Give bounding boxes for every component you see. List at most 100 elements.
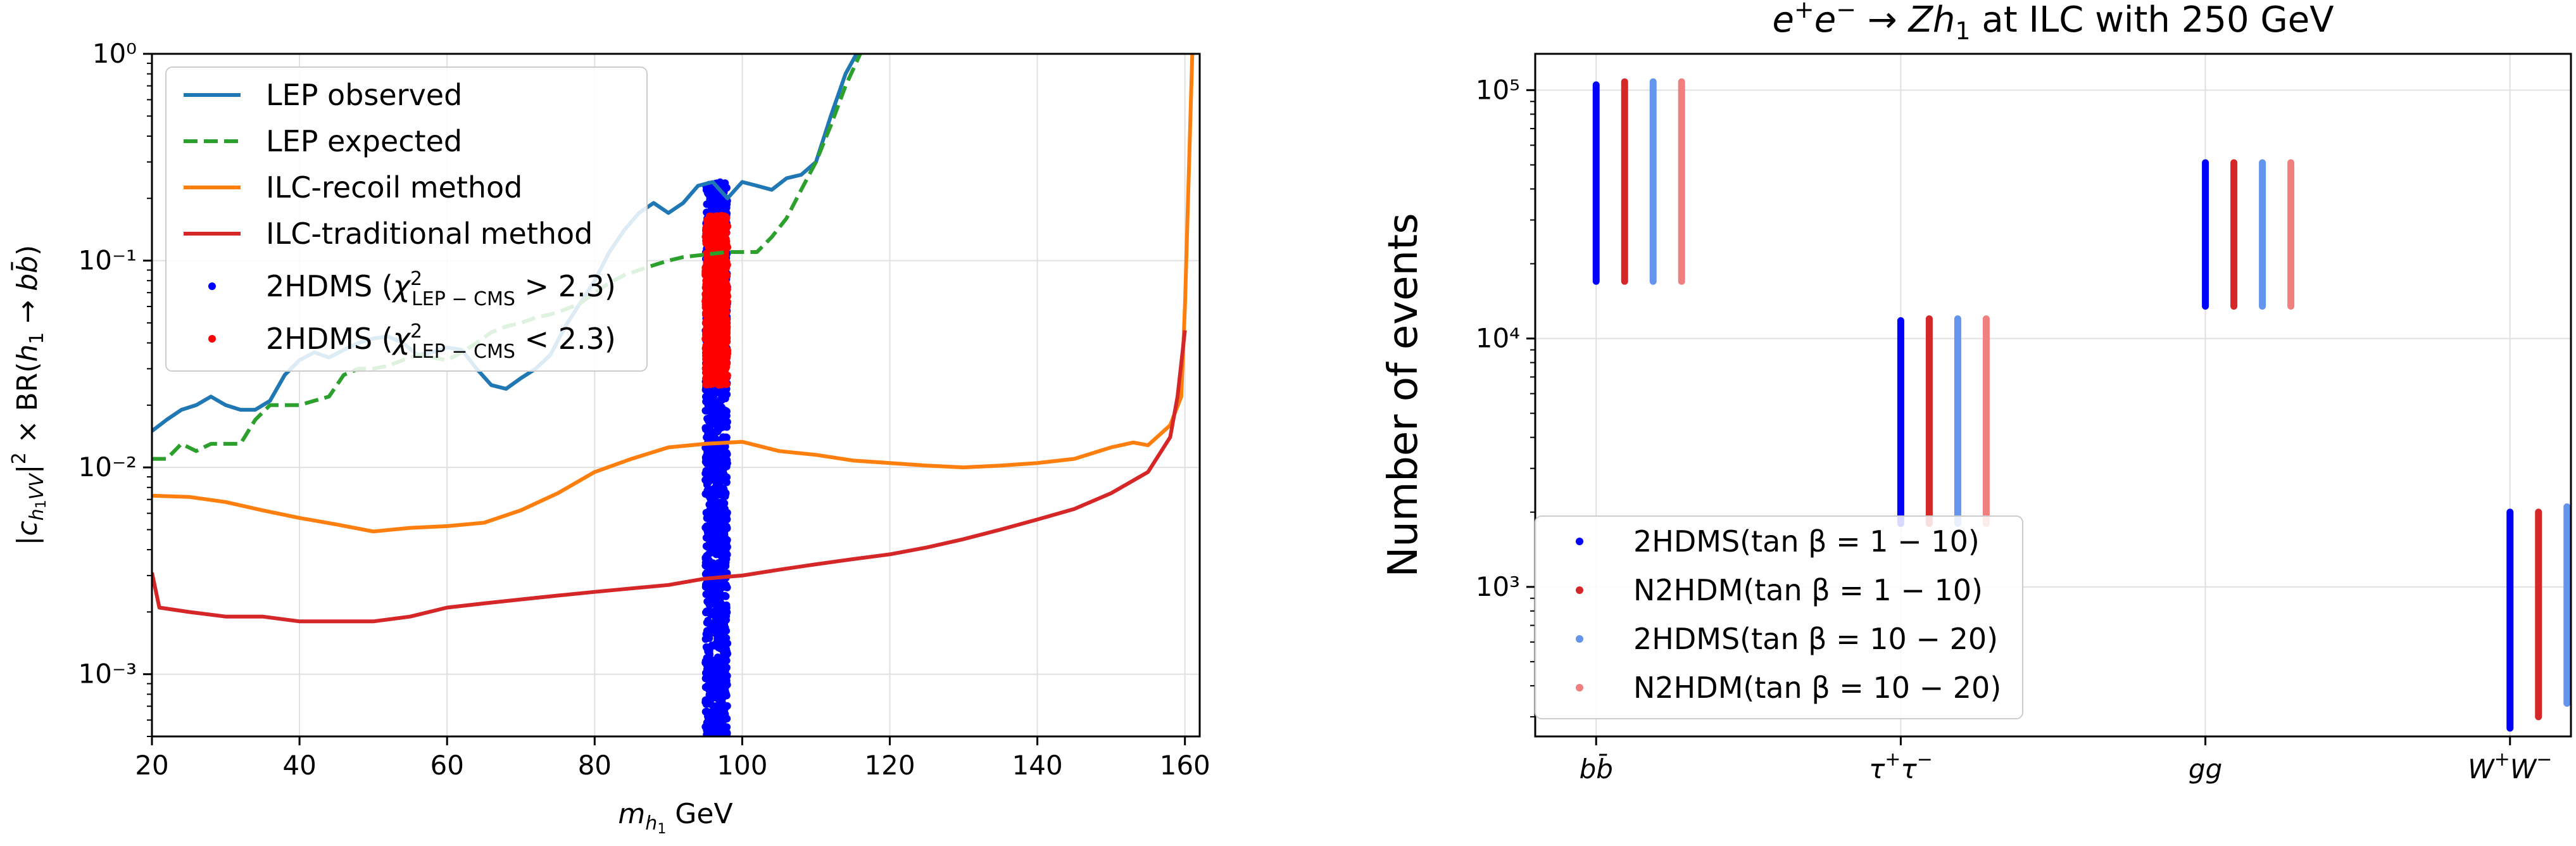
scatter-point [703,317,711,325]
scatter-point [714,363,722,371]
scatter-point [708,716,717,724]
scatter-point [703,644,711,652]
scatter-point [723,702,731,710]
scatter-point [719,660,727,668]
scatter-point [701,581,710,589]
scatter-point [713,308,721,316]
scatter-point [713,457,721,465]
scatter-point [707,620,715,628]
scatter-point [719,370,727,378]
scatter-point [713,592,721,600]
scatter-point [720,499,729,507]
right-chart-title: e+e− → Zh1 at ILC with 250 GeV [1772,0,2334,45]
right-marks-layer [1592,78,2571,732]
left-line-ilc-recoil-method [152,54,1195,534]
scatter-point [701,490,710,498]
legend-item-ilc-traditional: ILC-traditional method [184,217,593,251]
scatter-point [722,318,731,325]
right-y-ticks: 10³ 10⁴ 10⁵ [1476,74,1535,717]
scatter-point [713,628,721,636]
left-x-tick-label-120: 120 [864,750,915,781]
scatter-point [724,650,732,658]
scatter-point [708,285,716,293]
legend-label-n2hdm-high-tanb: N2HDM(tan β = 10 − 20) [1633,671,2001,705]
scatter-point [715,224,724,232]
legend-label-n2hdm-low-tanb: N2HDM(tan β = 1 − 10) [1633,573,1983,607]
scatter-point [709,489,717,497]
left-y-ticks: 10⁻³ 10⁻² 10⁻¹ 10⁰ [79,38,152,737]
scatter-point [707,426,715,434]
scatter-point [713,424,722,432]
scatter-point [713,238,722,246]
right-series-n2hdm-tan-10-20 [1678,78,2295,527]
scatter-point [702,590,710,598]
scatter-point [722,673,731,681]
scatter-point [719,410,727,418]
legend-label-lep-observed: LEP observed [266,78,462,112]
scatter-point [716,516,724,524]
scatter-point [720,361,729,369]
legend-item-lep-observed: LEP observed [184,78,462,112]
scatter-point [716,531,724,539]
scatter-point [723,284,731,293]
right-x-tick-label-0: bb̄ [1580,752,1613,785]
scatter-point [702,227,710,236]
scatter-point [703,695,712,704]
right-y-axis-label: Number of events [1380,213,1427,577]
scatter-point [722,380,731,388]
scatter-point [723,723,731,731]
scatter-point [710,398,718,406]
scatter-point [701,458,710,466]
scatter-point [722,616,730,624]
scatter-point [703,293,712,301]
scatter-point [703,661,711,669]
right-series-2hdms-tan-10-20 [1649,78,2571,707]
scatter-point [708,376,715,384]
scatter-point [709,314,717,322]
left-y-axis-label: |ch1VV|2 × BR(h1 → bb̄) [8,245,49,546]
scatter-point [720,505,729,513]
left-x-tick-label-20: 20 [135,750,168,781]
legend-item-lep-expected: LEP expected [184,124,462,158]
legend-label-ilc-recoil: ILC-recoil method [266,170,522,205]
scatter-point [702,302,710,310]
left-x-tick-label-140: 140 [1012,750,1063,781]
right-y-tick-label-1: 10⁴ [1476,323,1520,354]
left-y-tick-label-3: 10⁰ [92,38,137,69]
left-x-tick-label-40: 40 [282,750,316,781]
scatter-point [722,336,730,343]
scatter-point [716,295,724,303]
left-x-ticks: 20 40 60 80 100 120 140 160 [135,736,1210,781]
left-y-tick-label-0: 10⁻³ [79,659,137,690]
scatter-point [702,381,710,389]
legend-item-n2hdm-low-tanb: N2HDM(tan β = 1 − 10) [1576,573,1983,607]
left-legend: LEP observed LEP expected ILC-recoil met… [165,66,648,372]
scatter-point [704,346,712,355]
left-axes-frame [151,53,1201,738]
left-y-tick-label-1: 10⁻² [79,451,137,483]
scatter-point [707,496,715,504]
scatter-point [703,470,711,479]
scatter-point [723,423,731,431]
scatter-point [716,396,724,404]
scatter-point [710,221,718,229]
legend-label-ilc-traditional: ILC-traditional method [266,217,593,251]
scatter-point [722,683,730,691]
scatter-point [722,295,730,303]
scatter-point [702,630,710,638]
scatter-point [703,514,711,522]
legend-item-ilc-recoil: ILC-recoil method [184,170,522,205]
scatter-point [720,267,729,275]
scatter-point [715,707,724,715]
scatter-point [708,528,717,536]
scatter-point [717,483,725,491]
scatter-point [718,244,726,252]
scatter-point [722,601,731,609]
right-y-tick-label-0: 10³ [1476,571,1520,602]
scatter-point [722,346,730,355]
scatter-point [709,584,717,592]
right-x-tick-label-3: W+W− [2468,748,2552,785]
scatter-point [719,559,727,567]
scatter-point [715,387,724,395]
